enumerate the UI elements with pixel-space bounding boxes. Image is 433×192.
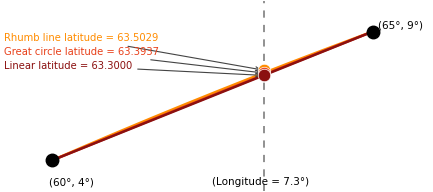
Text: (Longitude = 7.3°): (Longitude = 7.3°) [212,177,309,187]
Text: Linear latitude = 63.3000: Linear latitude = 63.3000 [4,61,260,77]
Text: (60°, 4°): (60°, 4°) [49,177,94,187]
Text: Great circle latitude = 63.3937: Great circle latitude = 63.3937 [4,47,260,74]
Text: (65°, 9°): (65°, 9°) [378,20,423,30]
Text: Rhumb line latitude = 63.5029: Rhumb line latitude = 63.5029 [4,33,260,71]
